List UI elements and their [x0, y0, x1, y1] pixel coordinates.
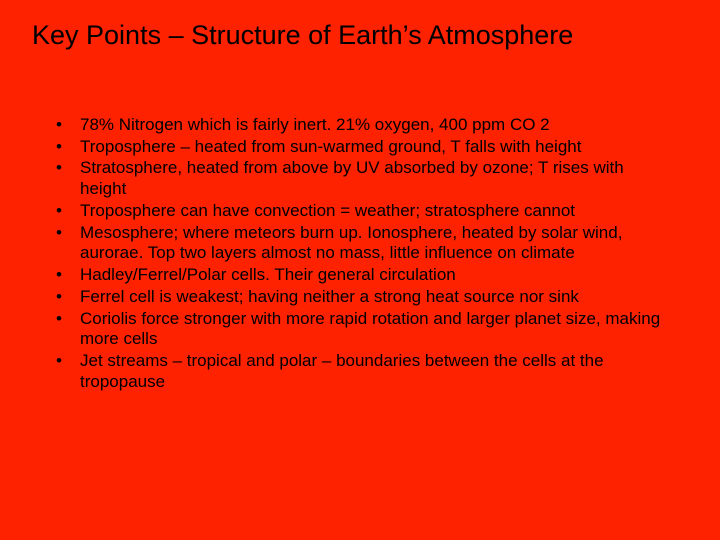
slide-title: Key Points – Structure of Earth’s Atmosp…: [32, 20, 692, 51]
list-item: Mesosphere; where meteors burn up. Ionos…: [80, 223, 692, 264]
bullet-list: 78% Nitrogen which is fairly inert. 21% …: [28, 115, 692, 393]
list-item: Stratosphere, heated from above by UV ab…: [80, 158, 692, 199]
slide-container: Key Points – Structure of Earth’s Atmosp…: [0, 0, 720, 540]
list-item: 78% Nitrogen which is fairly inert. 21% …: [80, 115, 692, 136]
list-item: Hadley/Ferrel/Polar cells. Their general…: [80, 265, 692, 286]
list-item: Jet streams – tropical and polar – bound…: [80, 351, 692, 392]
list-item: Troposphere can have convection = weathe…: [80, 201, 692, 222]
list-item: Coriolis force stronger with more rapid …: [80, 309, 692, 350]
list-item: Troposphere – heated from sun-warmed gro…: [80, 137, 692, 158]
list-item: Ferrel cell is weakest; having neither a…: [80, 287, 692, 308]
